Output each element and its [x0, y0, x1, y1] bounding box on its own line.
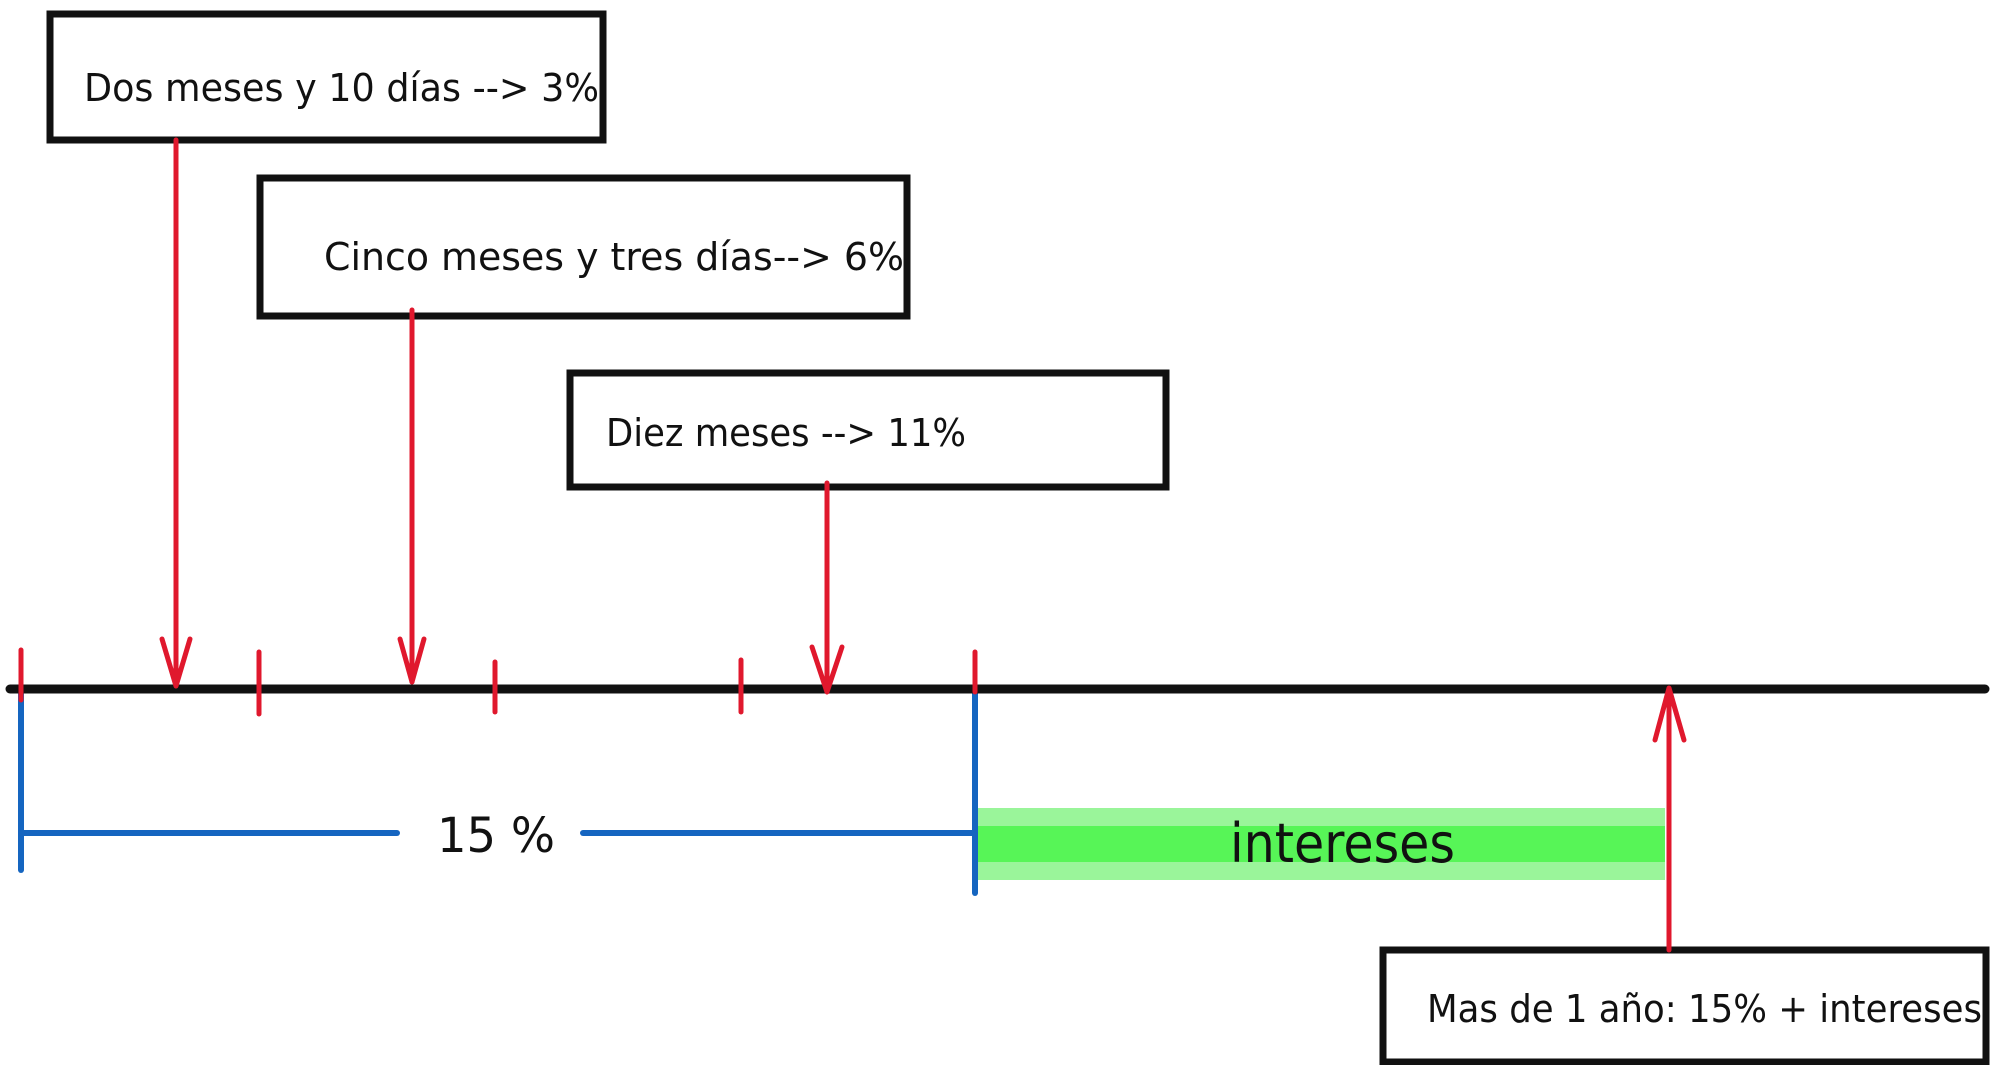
arrow-two-months — [159, 137, 193, 689]
timeline-ticks — [18, 647, 978, 717]
arrow-five-months — [397, 307, 427, 685]
arrow-ten-months — [809, 480, 845, 695]
note-five-months: Cinco meses y tres días--> 6% — [256, 174, 911, 320]
note-five-months-box — [256, 174, 911, 320]
span-label: 15 % — [437, 808, 555, 864]
interest-band-inner — [975, 826, 1665, 862]
note-ten-months: Diez meses --> 11% — [566, 369, 1170, 491]
interest-label: intereses — [1230, 812, 1455, 875]
span-bracket — [18, 685, 978, 896]
note-ten-months-box — [566, 369, 1170, 491]
note-two-months: Dos meses y 10 días --> 3% — [46, 10, 607, 144]
note-two-months-box — [46, 10, 607, 144]
arrows — [159, 137, 1687, 953]
note-over-one-year-text: Mas de 1 año: 15% + intereses — [1427, 987, 1982, 1031]
note-five-months-text: Cinco meses y tres días--> 6% — [324, 235, 904, 279]
note-over-one-year: Mas de 1 año: 15% + intereses — [1379, 946, 1990, 1065]
interest-band: intereses — [975, 808, 1665, 880]
note-ten-months-text: Diez meses --> 11% — [606, 411, 966, 455]
arrow-over-one-year — [1652, 685, 1687, 953]
note-two-months-text: Dos meses y 10 días --> 3% — [84, 66, 599, 110]
note-over-one-year-box — [1379, 946, 1990, 1065]
